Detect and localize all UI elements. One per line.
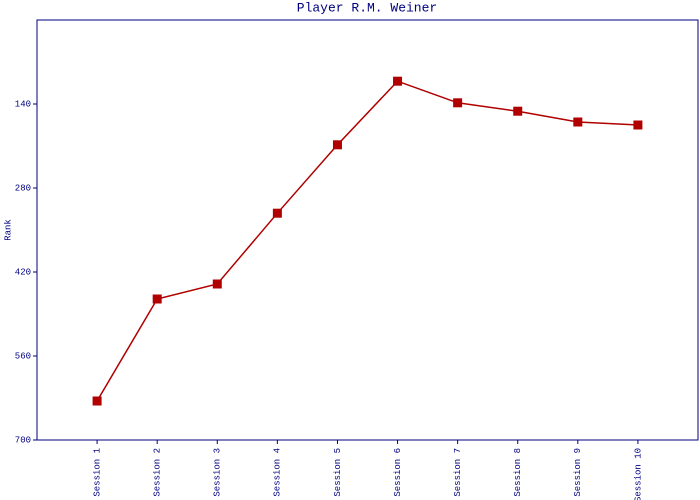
x-tick-label: Session 9 — [573, 448, 583, 497]
y-tick-label: 140 — [15, 99, 31, 109]
y-axis-label: Rank — [3, 219, 13, 241]
point-marker — [573, 117, 583, 127]
y-tick-label: 420 — [15, 267, 31, 277]
y-tick-label: 280 — [15, 183, 31, 193]
x-tick-label: Session 2 — [153, 448, 163, 497]
point-marker — [212, 279, 222, 289]
x-tick-label: Session 7 — [453, 448, 463, 497]
y-tick-label: 700 — [15, 435, 31, 445]
series-line — [96, 80, 638, 402]
x-tick-label: Session 5 — [333, 448, 343, 497]
y-tick-label: 560 — [15, 351, 31, 361]
point-marker — [393, 76, 403, 86]
x-tick-label: Session 1 — [92, 448, 102, 497]
point-marker — [272, 208, 282, 218]
x-tick-label: Session 10 — [633, 448, 643, 500]
x-tick-label: Session 4 — [273, 448, 283, 497]
plot-frame — [36, 19, 699, 441]
x-tick-label: Session 3 — [213, 448, 223, 497]
point-marker — [453, 98, 463, 108]
point-marker — [633, 120, 643, 130]
chart-title: Player R.M. Weiner — [297, 0, 437, 15]
x-tick-label: Session 8 — [513, 448, 523, 497]
x-tick-label: Session 6 — [393, 448, 403, 497]
point-marker — [152, 294, 162, 304]
point-marker — [513, 106, 523, 116]
point-marker — [332, 140, 342, 150]
point-marker — [92, 396, 102, 406]
